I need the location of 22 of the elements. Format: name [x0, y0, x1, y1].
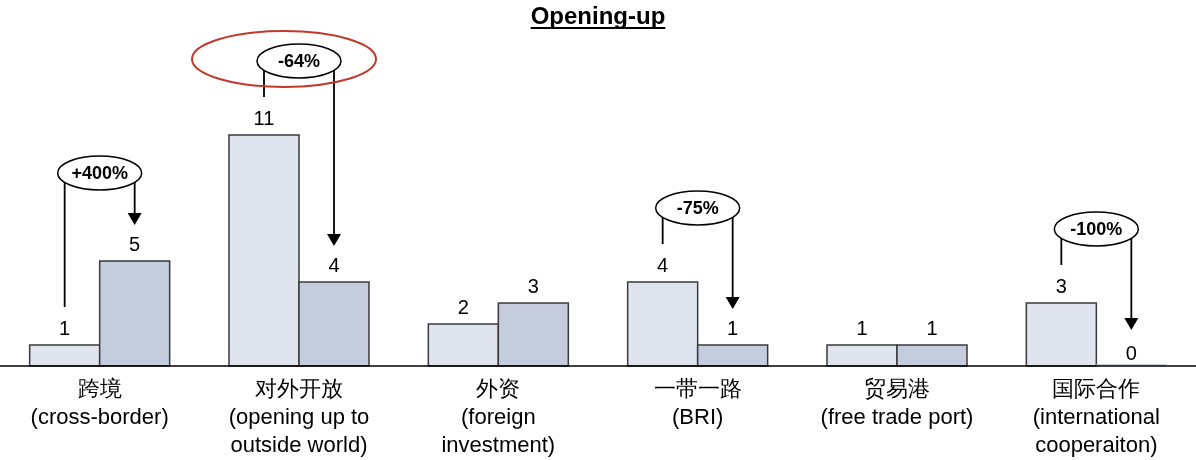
x-tick-label: 跨境 (cross-border) [30, 376, 169, 429]
annotation: -75% [676, 198, 719, 218]
data-label: 1 [59, 317, 71, 339]
data-label: 11 [253, 107, 275, 129]
data-label: 1 [856, 317, 868, 339]
x-tick-label: 贸易港 (free trade port) [820, 376, 974, 429]
data-label: 2 [457, 296, 469, 318]
x-tick-label: 对外开放 (opening up to outside world) [228, 376, 370, 457]
data-label: 4 [328, 254, 340, 276]
annotation: +400% [71, 163, 128, 183]
data-label: 0 [1125, 342, 1137, 364]
data-label: 4 [657, 254, 669, 276]
data-label: 5 [129, 233, 141, 255]
data-label: 1 [727, 317, 739, 339]
data-label: 3 [1055, 275, 1067, 297]
x-tick-label: 一带一路 (BRI) [653, 376, 742, 429]
data-label: 3 [527, 275, 539, 297]
x-tick-label: 国际合作 (international cooperaiton) [1032, 376, 1160, 457]
annotation: -100% [1070, 219, 1123, 239]
x-tick-label: 外资 (foreign investment) [441, 376, 556, 457]
chart-title: Opening-up [530, 2, 666, 29]
data-label: 1 [926, 317, 938, 339]
